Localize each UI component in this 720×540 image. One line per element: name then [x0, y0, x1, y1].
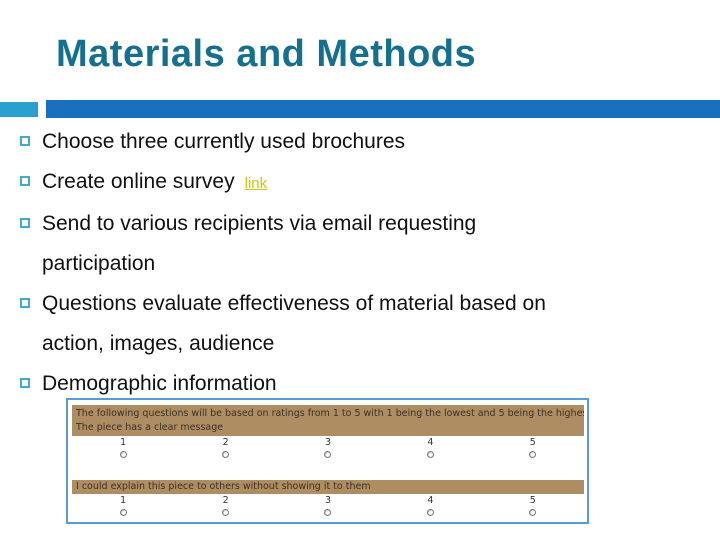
bullet-text: Questions evaluate effectiveness of mate… [42, 292, 546, 315]
radio-button[interactable] [324, 451, 332, 458]
bullet-text: Choose three currently used brochures [42, 130, 406, 153]
list-item: Demographic information [20, 364, 668, 404]
rating-scale-row: 1 2 3 4 5 [72, 437, 584, 461]
bullet-square-icon [20, 136, 30, 146]
radio-button[interactable] [529, 451, 537, 458]
bullet-text: Send to various recipients via email req… [42, 212, 477, 235]
rating-option: 4 [379, 495, 481, 519]
rating-option: 1 [72, 437, 174, 461]
survey-screenshot: The following questions will be based on… [66, 398, 589, 524]
bullet-text: action, images, audience [42, 332, 275, 355]
bullet-square-icon [20, 176, 30, 186]
rating-number-label: 5 [529, 437, 536, 448]
survey-hyperlink[interactable]: link [244, 175, 268, 192]
rating-option: 2 [174, 437, 276, 461]
rating-scale-row: 1 2 3 4 5 [72, 495, 584, 519]
radio-button[interactable] [426, 509, 434, 516]
rating-number-label: 4 [427, 495, 434, 506]
rating-number-label: 2 [222, 437, 229, 448]
rating-number-label: 1 [120, 495, 127, 506]
rating-number-label: 2 [222, 495, 229, 506]
list-item: Send to various recipients via email req… [20, 204, 668, 284]
rating-number-label: 4 [427, 437, 434, 448]
bullet-square-icon [20, 378, 30, 388]
bullet-list: Choose three currently used brochures Cr… [20, 122, 668, 404]
rating-option: 5 [482, 495, 584, 519]
accent-bar-light [0, 102, 38, 117]
rating-number-label: 5 [529, 495, 536, 506]
radio-button[interactable] [222, 451, 230, 458]
rating-number-label: 1 [120, 437, 127, 448]
bullet-text: Create online survey [42, 170, 235, 193]
list-item: Create online survey link [20, 162, 668, 204]
rating-option: 4 [379, 437, 481, 461]
radio-button[interactable] [119, 451, 127, 458]
accent-bar-dark [46, 100, 720, 118]
survey-question-2: I could explain this piece to others wit… [76, 481, 371, 492]
survey-question-1: The piece has a clear message [76, 422, 224, 433]
rating-number-label: 3 [324, 437, 332, 448]
list-item: Choose three currently used brochures [20, 122, 668, 162]
survey-intro-band: The following questions will be based on… [72, 405, 584, 436]
rating-number-label: 3 [324, 495, 332, 506]
rating-option: 5 [482, 437, 584, 461]
survey-intro-text: The following questions will be based on… [76, 408, 584, 419]
radio-button[interactable] [426, 451, 434, 458]
radio-button[interactable] [529, 509, 537, 516]
rating-option: 2 [174, 495, 276, 519]
rating-option: 1 [72, 495, 174, 519]
bullet-text: participation [42, 252, 156, 275]
radio-button[interactable] [222, 509, 230, 516]
bullet-square-icon [20, 298, 30, 308]
rating-option: 3 [277, 495, 379, 519]
bullet-text: Demographic information [42, 372, 277, 395]
radio-button[interactable] [324, 509, 332, 516]
survey-question-2-band: I could explain this piece to others wit… [72, 480, 584, 494]
bullet-square-icon [20, 218, 30, 228]
rating-option: 3 [277, 437, 379, 461]
radio-button[interactable] [119, 509, 127, 516]
page-title: Materials and Methods [56, 33, 477, 75]
list-item: Questions evaluate effectiveness of mate… [20, 284, 668, 364]
